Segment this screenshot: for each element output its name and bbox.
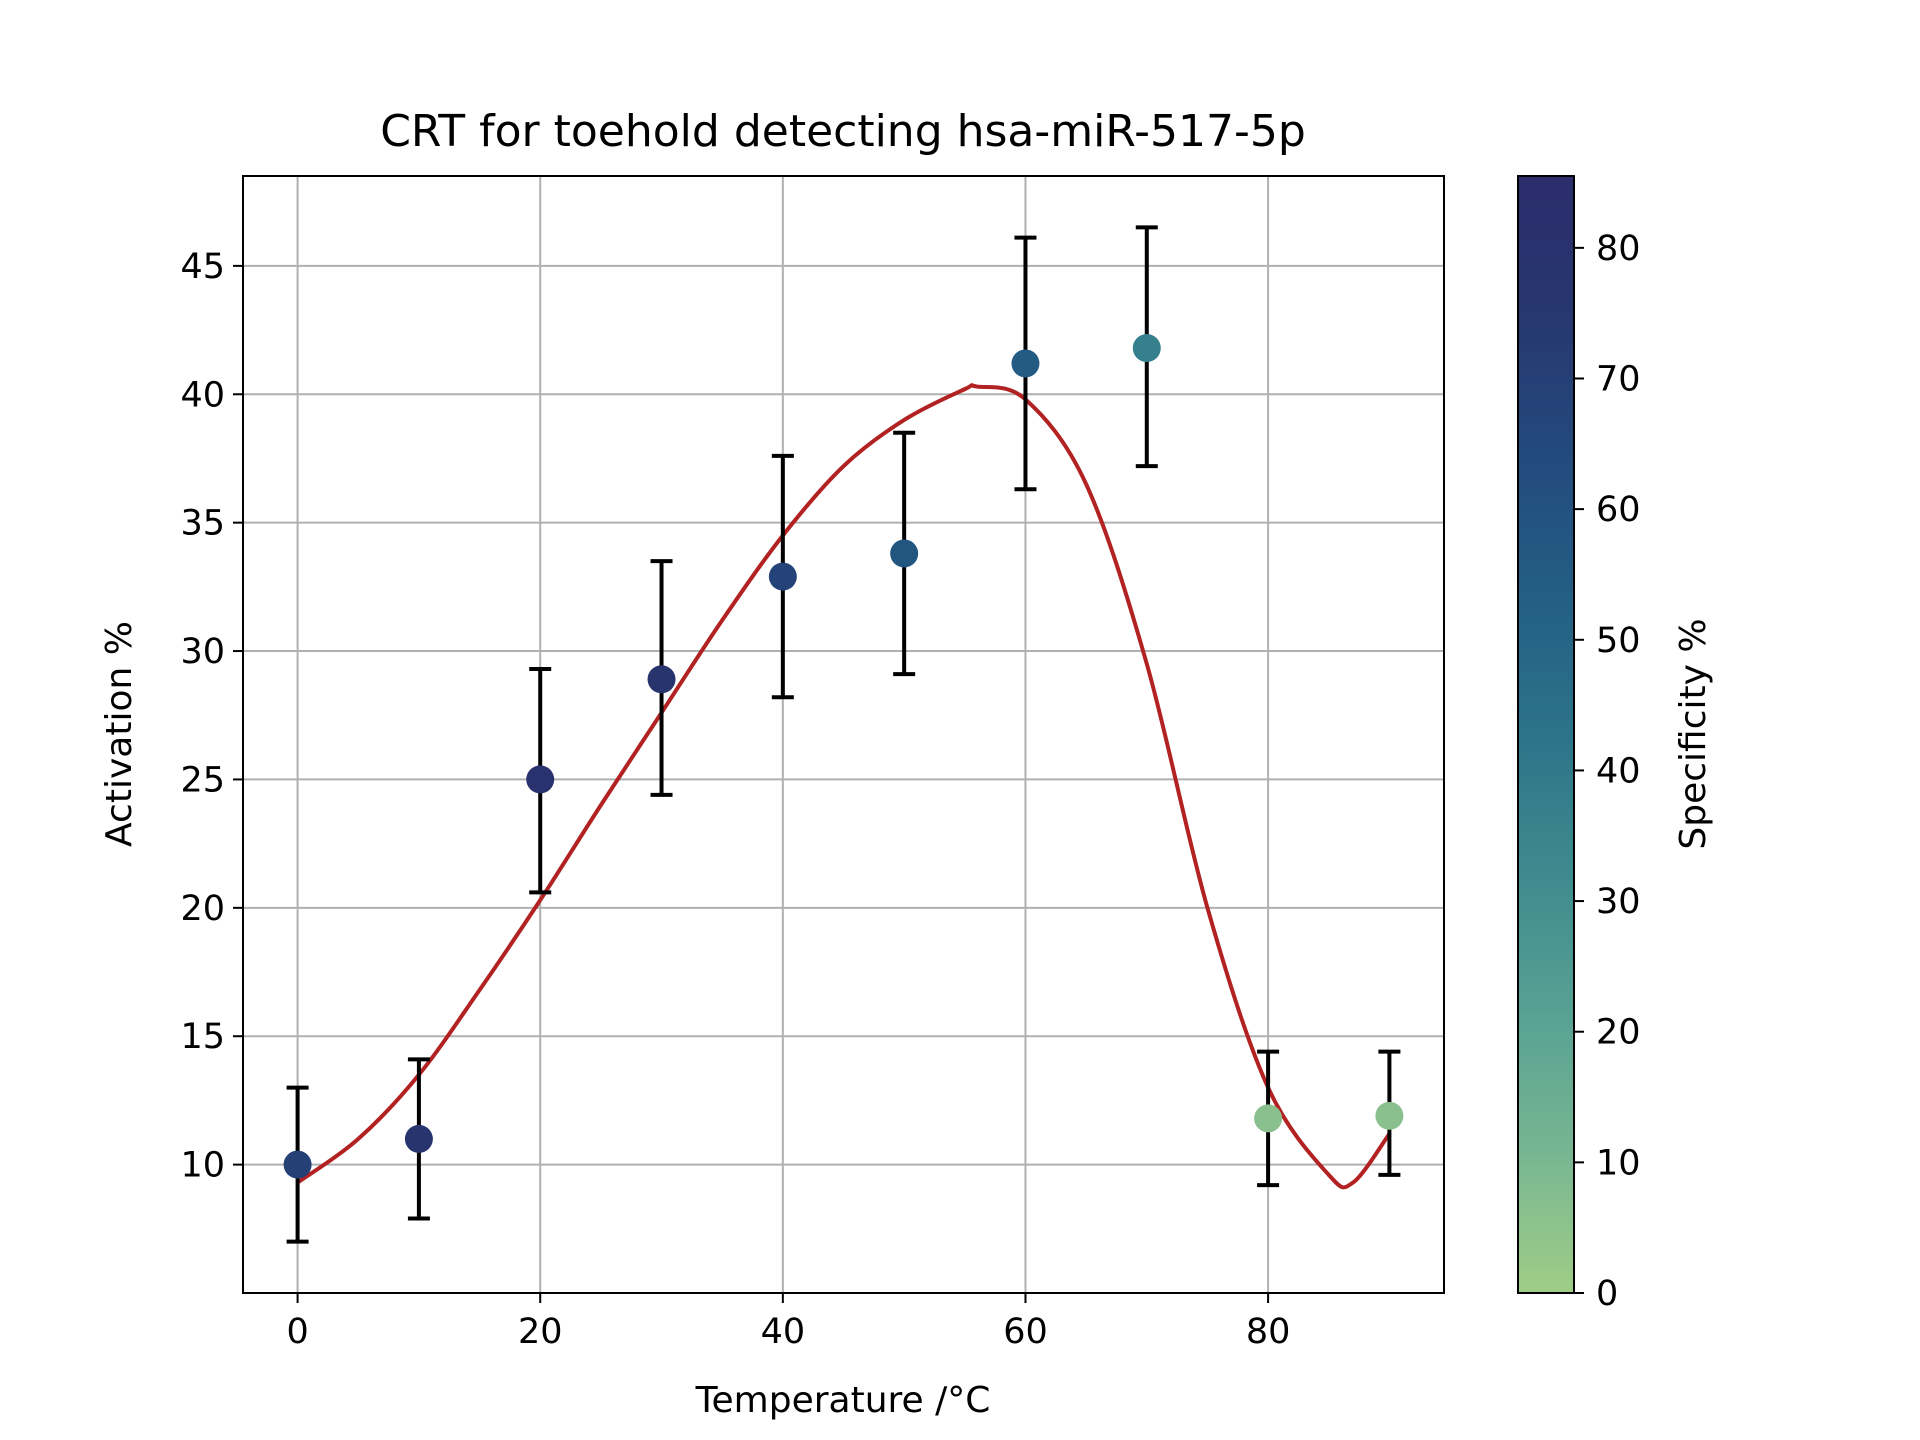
colorbar-tick-label: 70 [1596, 359, 1641, 399]
colorbar-tick-label: 10 [1596, 1143, 1641, 1183]
chart-title: CRT for toehold detecting hsa-miR-517-5p [380, 106, 1306, 157]
x-tick-label: 40 [761, 1312, 806, 1352]
y-ticks: 10 15 20 25 30 35 40 45 [180, 247, 243, 1186]
data-point [1375, 1101, 1404, 1130]
x-tick-label: 20 [518, 1312, 563, 1352]
y-tick-label: 25 [180, 760, 225, 800]
colorbar-tick-label: 50 [1596, 621, 1641, 661]
data-point [526, 765, 555, 794]
data-point [768, 562, 797, 591]
x-axis-label: Temperature /°C [695, 1380, 991, 1421]
colorbar-tick-label: 80 [1596, 229, 1641, 269]
colorbar-tick-label: 30 [1596, 882, 1641, 922]
error-bars [286, 225, 1401, 1244]
x-tick-label: 60 [1003, 1312, 1048, 1352]
data-point [647, 665, 676, 694]
colorbar-tick-label: 20 [1596, 1013, 1641, 1053]
y-tick-label: 35 [180, 504, 225, 544]
x-ticks: 0 20 40 60 80 [286, 1293, 1290, 1352]
y-tick-label: 30 [180, 632, 225, 672]
data-points [283, 334, 1404, 1179]
grid [243, 176, 1444, 1293]
y-tick-label: 40 [180, 375, 225, 415]
y-axis-label: Activation % [99, 621, 140, 847]
data-point [890, 539, 919, 568]
colorbar-ticks: 0 10 20 30 40 50 60 70 80 [1574, 229, 1641, 1314]
y-tick-label: 20 [180, 889, 225, 929]
data-point [283, 1150, 312, 1179]
fit-curve-group [296, 383, 1392, 1190]
data-point [404, 1124, 433, 1153]
fit-curve [296, 383, 1392, 1190]
colorbar-label: Specificity % [1673, 618, 1714, 849]
x-tick-label: 80 [1246, 1312, 1291, 1352]
data-point [1254, 1104, 1283, 1133]
data-point [1132, 334, 1161, 363]
y-tick-label: 15 [180, 1017, 225, 1057]
colorbar [1517, 175, 1575, 1294]
y-tick-label: 45 [180, 247, 225, 287]
y-tick-label: 10 [180, 1146, 225, 1186]
x-tick-label: 0 [286, 1312, 308, 1352]
colorbar-tick-label: 40 [1596, 751, 1641, 791]
colorbar-tick-label: 0 [1596, 1274, 1618, 1314]
plot-frame [242, 175, 1445, 1294]
data-point [1011, 349, 1040, 378]
colorbar-tick-label: 60 [1596, 490, 1641, 530]
